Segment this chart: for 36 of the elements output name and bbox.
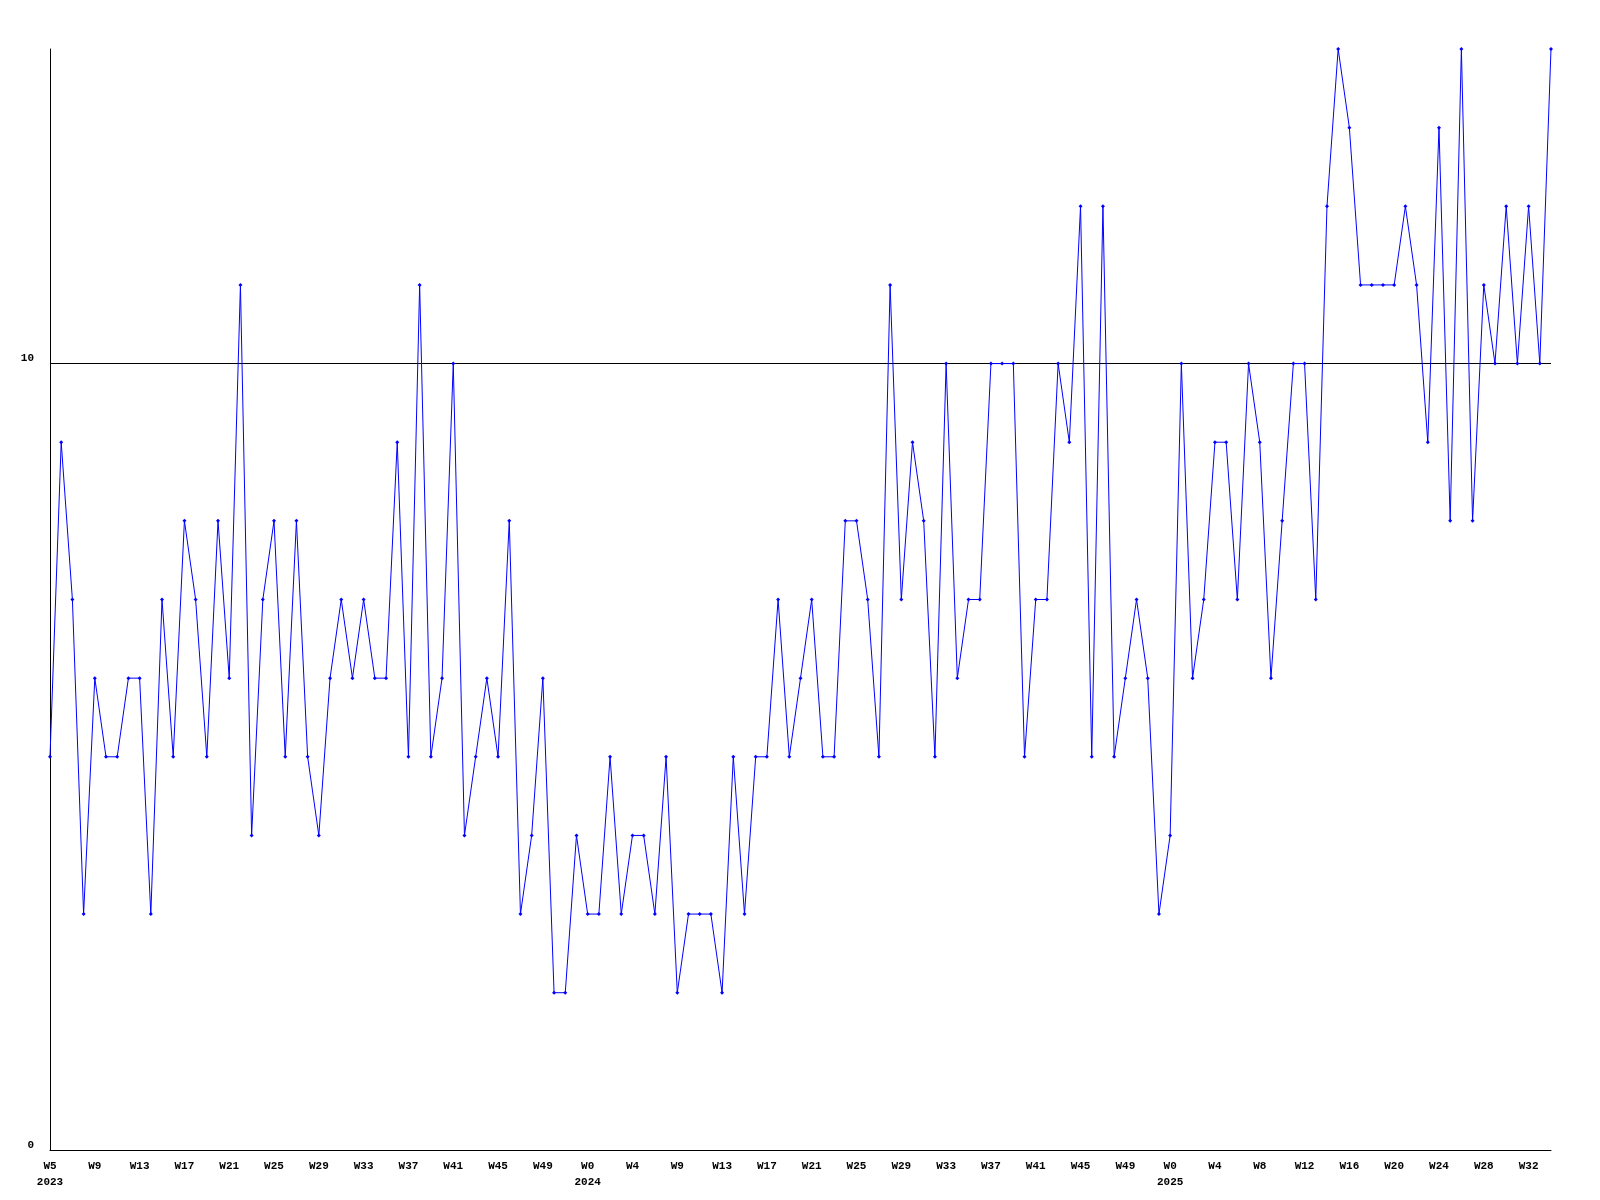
x-tick-label: W21 — [219, 1160, 240, 1172]
x-tick-label: W4 — [625, 1160, 640, 1172]
x-tick-label: W37 — [981, 1160, 1001, 1172]
x-tick-label: W12 — [1294, 1160, 1315, 1172]
x-tick-label: W29 — [308, 1160, 329, 1172]
x-tick-label: W13 — [129, 1160, 150, 1172]
x-tick-label: W24 — [1429, 1160, 1450, 1172]
x-tick-label: W33 — [936, 1160, 957, 1172]
x-tick-label: W37 — [398, 1160, 419, 1172]
x-tick-label: W25 — [264, 1160, 285, 1172]
x-tick-label: W5 2023 — [36, 1160, 64, 1188]
x-tick-label: W9 — [670, 1160, 684, 1172]
x-tick-label: W32 — [1518, 1160, 1539, 1172]
x-tick-label: W4 — [1208, 1160, 1222, 1172]
x-tick-label: W41 — [1025, 1160, 1047, 1172]
x-tick-label: W16 — [1339, 1160, 1360, 1172]
x-tick-label: W21 — [801, 1160, 822, 1172]
x-tick-label: W49 — [532, 1160, 553, 1172]
x-tick-label: W20 — [1384, 1160, 1405, 1172]
x-tick-label: W8 — [1253, 1160, 1267, 1172]
x-tick-label: W49 — [1115, 1160, 1136, 1172]
x-tick-label: W0 2024 — [574, 1160, 602, 1188]
x-tick-label: W0 2025 — [1156, 1160, 1184, 1188]
x-tick-label: W9 — [88, 1160, 102, 1172]
x-tick-label: W28 — [1473, 1160, 1495, 1172]
y-tick-label: 10 — [20, 352, 34, 365]
x-tick-label: W13 — [712, 1160, 733, 1172]
x-tick-label: W17 — [174, 1160, 195, 1172]
x-tick-label: W25 — [846, 1160, 867, 1172]
x-tick-label: W17 — [756, 1160, 777, 1172]
x-tick-label: W41 — [443, 1160, 464, 1172]
x-tick-label: W45 — [488, 1160, 509, 1172]
x-tick-label: W45 — [1070, 1160, 1091, 1172]
x-tick-label: W29 — [891, 1160, 912, 1172]
y-tick-label: 0 — [27, 1138, 34, 1151]
x-tick-label: W33 — [353, 1160, 374, 1172]
